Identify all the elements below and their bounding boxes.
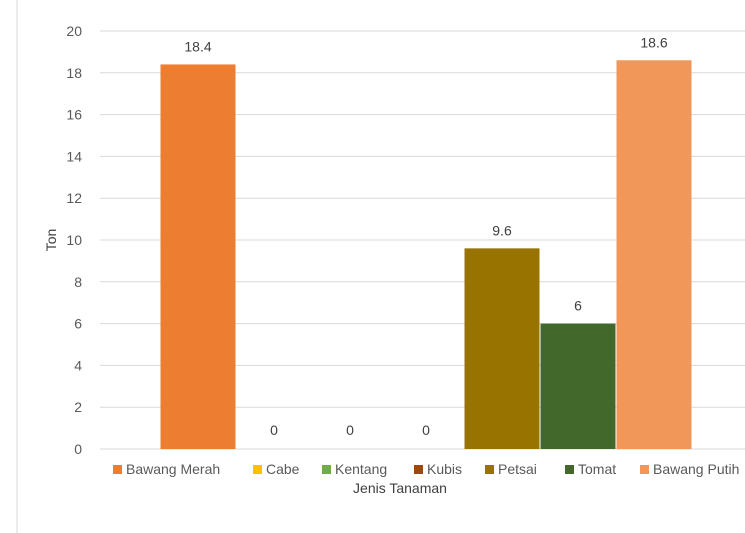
y-tick-label: 12	[66, 190, 82, 206]
legend-label: Petsai	[498, 461, 537, 477]
legend-item: Kentang	[322, 461, 387, 477]
data-label: 0	[346, 422, 354, 438]
y-tick-label: 16	[66, 107, 82, 123]
legend-swatch	[322, 465, 331, 474]
bar-petsai	[464, 248, 540, 449]
legend-swatch	[640, 465, 649, 474]
data-label: 0	[422, 422, 430, 438]
legend-item: Tomat	[565, 461, 616, 477]
y-axis-title: Ton	[43, 229, 59, 252]
y-tick-label: 10	[66, 232, 82, 248]
legend-swatch	[113, 465, 122, 474]
y-tick-label: 6	[74, 316, 82, 332]
bar-bawang-putih	[616, 60, 692, 449]
legend-item: Bawang Merah	[113, 461, 220, 477]
data-label: 0	[270, 422, 278, 438]
legend-item: Bawang Putih	[640, 461, 739, 477]
y-tick-label: 2	[74, 399, 82, 415]
legend-label: Tomat	[578, 461, 616, 477]
bars	[160, 60, 692, 449]
legend-item: Cabe	[253, 461, 300, 477]
y-tick-label: 8	[74, 274, 82, 290]
data-label: 6	[574, 298, 582, 314]
bar-bawang-merah	[160, 64, 236, 449]
legend-label: Kubis	[427, 461, 462, 477]
legend-swatch	[485, 465, 494, 474]
legend-label: Kentang	[335, 461, 387, 477]
legend-item: Petsai	[485, 461, 537, 477]
y-tick-label: 0	[74, 441, 82, 457]
y-tick-label: 4	[74, 357, 82, 373]
data-label: 9.6	[492, 222, 512, 238]
data-labels: 18.4 0 0 0 9.6 6 18.6	[184, 34, 667, 438]
y-axis-ticks: 0 2 4 6 8 10 12 14 16 18 20	[66, 23, 82, 457]
data-label: 18.4	[184, 38, 211, 54]
legend-label: Bawang Merah	[126, 461, 220, 477]
y-tick-label: 14	[66, 148, 82, 164]
legend-swatch	[414, 465, 423, 474]
y-tick-label: 18	[66, 65, 82, 81]
x-axis-title: Jenis Tanaman	[353, 480, 447, 496]
y-tick-label: 20	[66, 23, 82, 39]
legend-item: Kubis	[414, 461, 462, 477]
legend: Bawang Merah Cabe Kentang Kubis Petsai Tomat B…	[113, 461, 739, 477]
legend-swatch	[253, 465, 262, 474]
data-label: 18.6	[640, 34, 667, 50]
bar-tomat	[540, 323, 616, 449]
legend-swatch	[565, 465, 574, 474]
legend-label: Bawang Putih	[653, 461, 739, 477]
legend-label: Cabe	[266, 461, 300, 477]
